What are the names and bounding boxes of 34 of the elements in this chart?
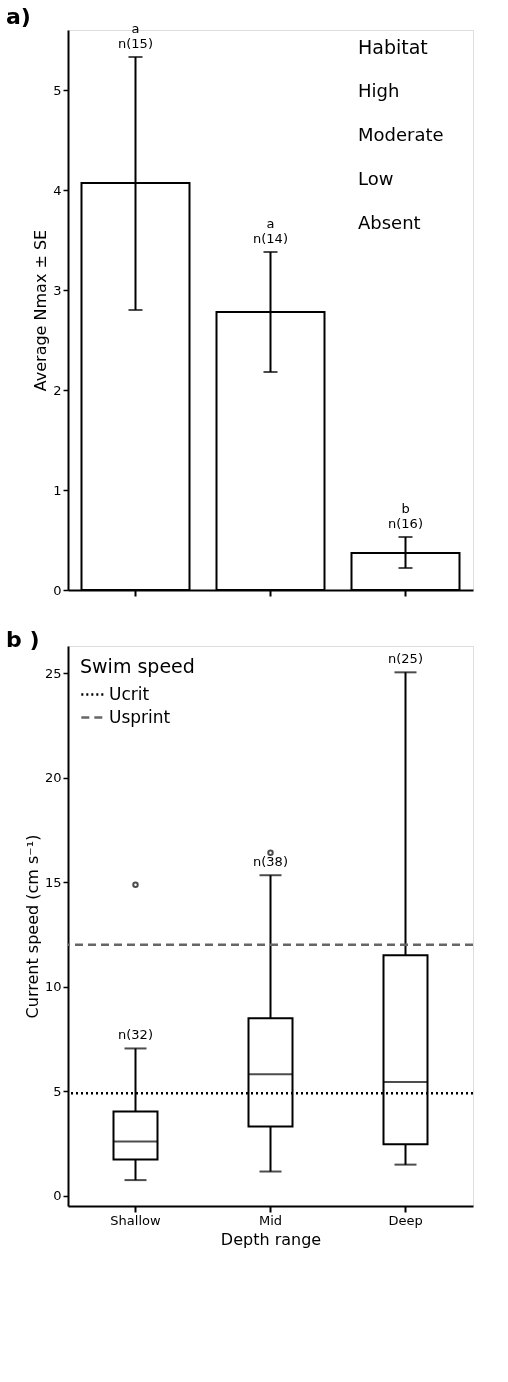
x-tick-label: Deep (388, 1212, 423, 1228)
y-tick-label: 5 (53, 82, 62, 98)
y-axis-title: Current speed (cm s⁻¹) (22, 834, 42, 1019)
y-tick-label: 3 (53, 282, 62, 298)
annotation: n(38) (253, 854, 288, 870)
y-tick-label: 20 (44, 770, 62, 786)
x-tick-label: Shallow (110, 1212, 161, 1228)
chart-title: b ) (6, 627, 40, 652)
legend-label: Usprint (109, 706, 171, 727)
x-tick-label: Mid (258, 1212, 283, 1228)
y-tick-label: 15 (44, 874, 62, 890)
y-tick-label: 0 (53, 582, 62, 598)
legend-label: Ucrit (109, 683, 150, 704)
y-tick-label: 2 (53, 382, 62, 398)
y-tick-label: 4 (53, 182, 62, 198)
annotation: n(32) (118, 1027, 153, 1043)
annotation: b n(16) (388, 501, 423, 531)
annotation: n(25) (388, 651, 423, 667)
y-tick-label: 25 (44, 665, 62, 681)
y-tick-label: 10 (44, 979, 62, 995)
y-tick-label: 0 (53, 1188, 62, 1204)
chart-title: a) (6, 4, 31, 29)
x-axis-title: Depth range (220, 1229, 322, 1249)
annotation: Absent (358, 212, 421, 233)
annotation: Low (358, 168, 394, 189)
annotation: a n(14) (253, 216, 288, 246)
y-tick-label: 1 (53, 482, 62, 498)
annotation: High (358, 80, 400, 101)
annotation: a n(15) (118, 21, 153, 51)
legend-title: Swim speed (80, 655, 195, 677)
y-tick-label: 5 (53, 1083, 62, 1099)
annotation: Moderate (358, 124, 444, 145)
y-axis-title: Average Nmax ± SE (31, 229, 51, 392)
annotation: Habitat (358, 36, 428, 58)
